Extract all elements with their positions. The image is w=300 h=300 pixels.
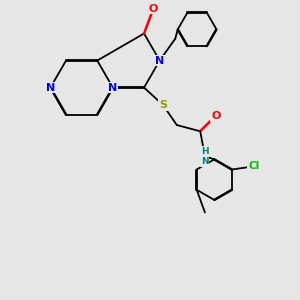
Text: Cl: Cl <box>248 161 259 171</box>
Text: H
N: H N <box>201 146 209 166</box>
Text: N: N <box>108 82 118 93</box>
Text: S: S <box>159 100 167 110</box>
Text: N: N <box>155 56 164 66</box>
Text: O: O <box>211 111 220 121</box>
Text: O: O <box>149 4 158 14</box>
Text: N: N <box>46 82 55 93</box>
